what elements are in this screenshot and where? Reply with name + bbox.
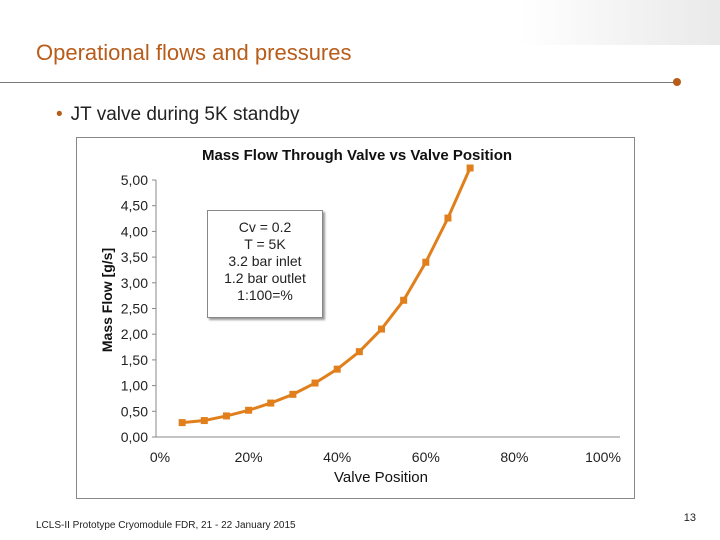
data-point bbox=[267, 399, 275, 407]
slide-title: Operational flows and pressures bbox=[36, 40, 352, 65]
x-tick-label: 40% bbox=[323, 449, 351, 465]
page-number: 13 bbox=[683, 512, 696, 524]
bullet-text: JT valve during 5K standby bbox=[70, 104, 300, 125]
annotation-line: 3.2 bar inlet bbox=[228, 253, 302, 269]
y-tick-label: 0,50 bbox=[121, 403, 148, 419]
data-point bbox=[289, 390, 297, 398]
y-tick-label: 4,50 bbox=[121, 198, 148, 214]
data-point bbox=[245, 406, 253, 414]
bullet-item: • JT valve during 5K standby bbox=[56, 104, 300, 126]
data-point bbox=[400, 296, 408, 304]
data-point bbox=[200, 417, 208, 425]
y-tick-label: 3,50 bbox=[121, 249, 148, 265]
y-axis-label: Mass Flow [g/s] bbox=[99, 248, 115, 352]
data-point bbox=[422, 258, 430, 266]
title-divider-dot bbox=[673, 78, 681, 86]
chart-frame bbox=[76, 137, 635, 499]
annotation-box: Cv = 0.2 T = 5K 3.2 bar inlet 1.2 bar ou… bbox=[207, 210, 323, 318]
y-tick-label: 1,00 bbox=[121, 378, 148, 394]
series-line bbox=[182, 167, 472, 425]
x-tick-label: 0% bbox=[150, 449, 170, 465]
data-point bbox=[378, 325, 385, 333]
bullet-dot-icon: • bbox=[56, 104, 63, 125]
chart-title: Mass Flow Through Valve vs Valve Positio… bbox=[202, 147, 512, 164]
x-tick-label: 100% bbox=[585, 449, 621, 465]
y-tick-label: 1,50 bbox=[121, 352, 148, 368]
annotation-line: 1:100=% bbox=[237, 287, 293, 303]
annotation-line: Cv = 0.2 bbox=[238, 219, 292, 235]
data-point bbox=[178, 419, 186, 427]
x-tick-label: 20% bbox=[235, 449, 263, 465]
y-tick-label: 3,00 bbox=[121, 275, 148, 291]
x-axis-label: Valve Position bbox=[334, 469, 428, 486]
y-tick-label: 2,50 bbox=[121, 301, 148, 317]
y-tick-label: 2,00 bbox=[121, 326, 148, 342]
corner-decoration bbox=[520, 0, 720, 45]
annotation-line: T = 5K bbox=[244, 236, 286, 252]
title-divider bbox=[0, 82, 676, 83]
annotation-line: 1.2 bar outlet bbox=[224, 270, 306, 286]
data-point bbox=[222, 412, 230, 420]
data-point bbox=[311, 379, 319, 387]
data-point bbox=[333, 365, 341, 373]
y-tick-label: 0,00 bbox=[121, 429, 148, 445]
data-point bbox=[466, 164, 474, 172]
y-tick-label: 4,00 bbox=[121, 223, 148, 239]
x-tick-label: 60% bbox=[412, 449, 440, 465]
x-tick-label: 80% bbox=[500, 449, 528, 465]
data-point bbox=[355, 348, 363, 356]
footer-text: LCLS-II Prototype Cryomodule FDR, 21 - 2… bbox=[36, 520, 296, 531]
y-tick-label: 5,00 bbox=[121, 172, 148, 188]
data-point bbox=[444, 214, 452, 222]
